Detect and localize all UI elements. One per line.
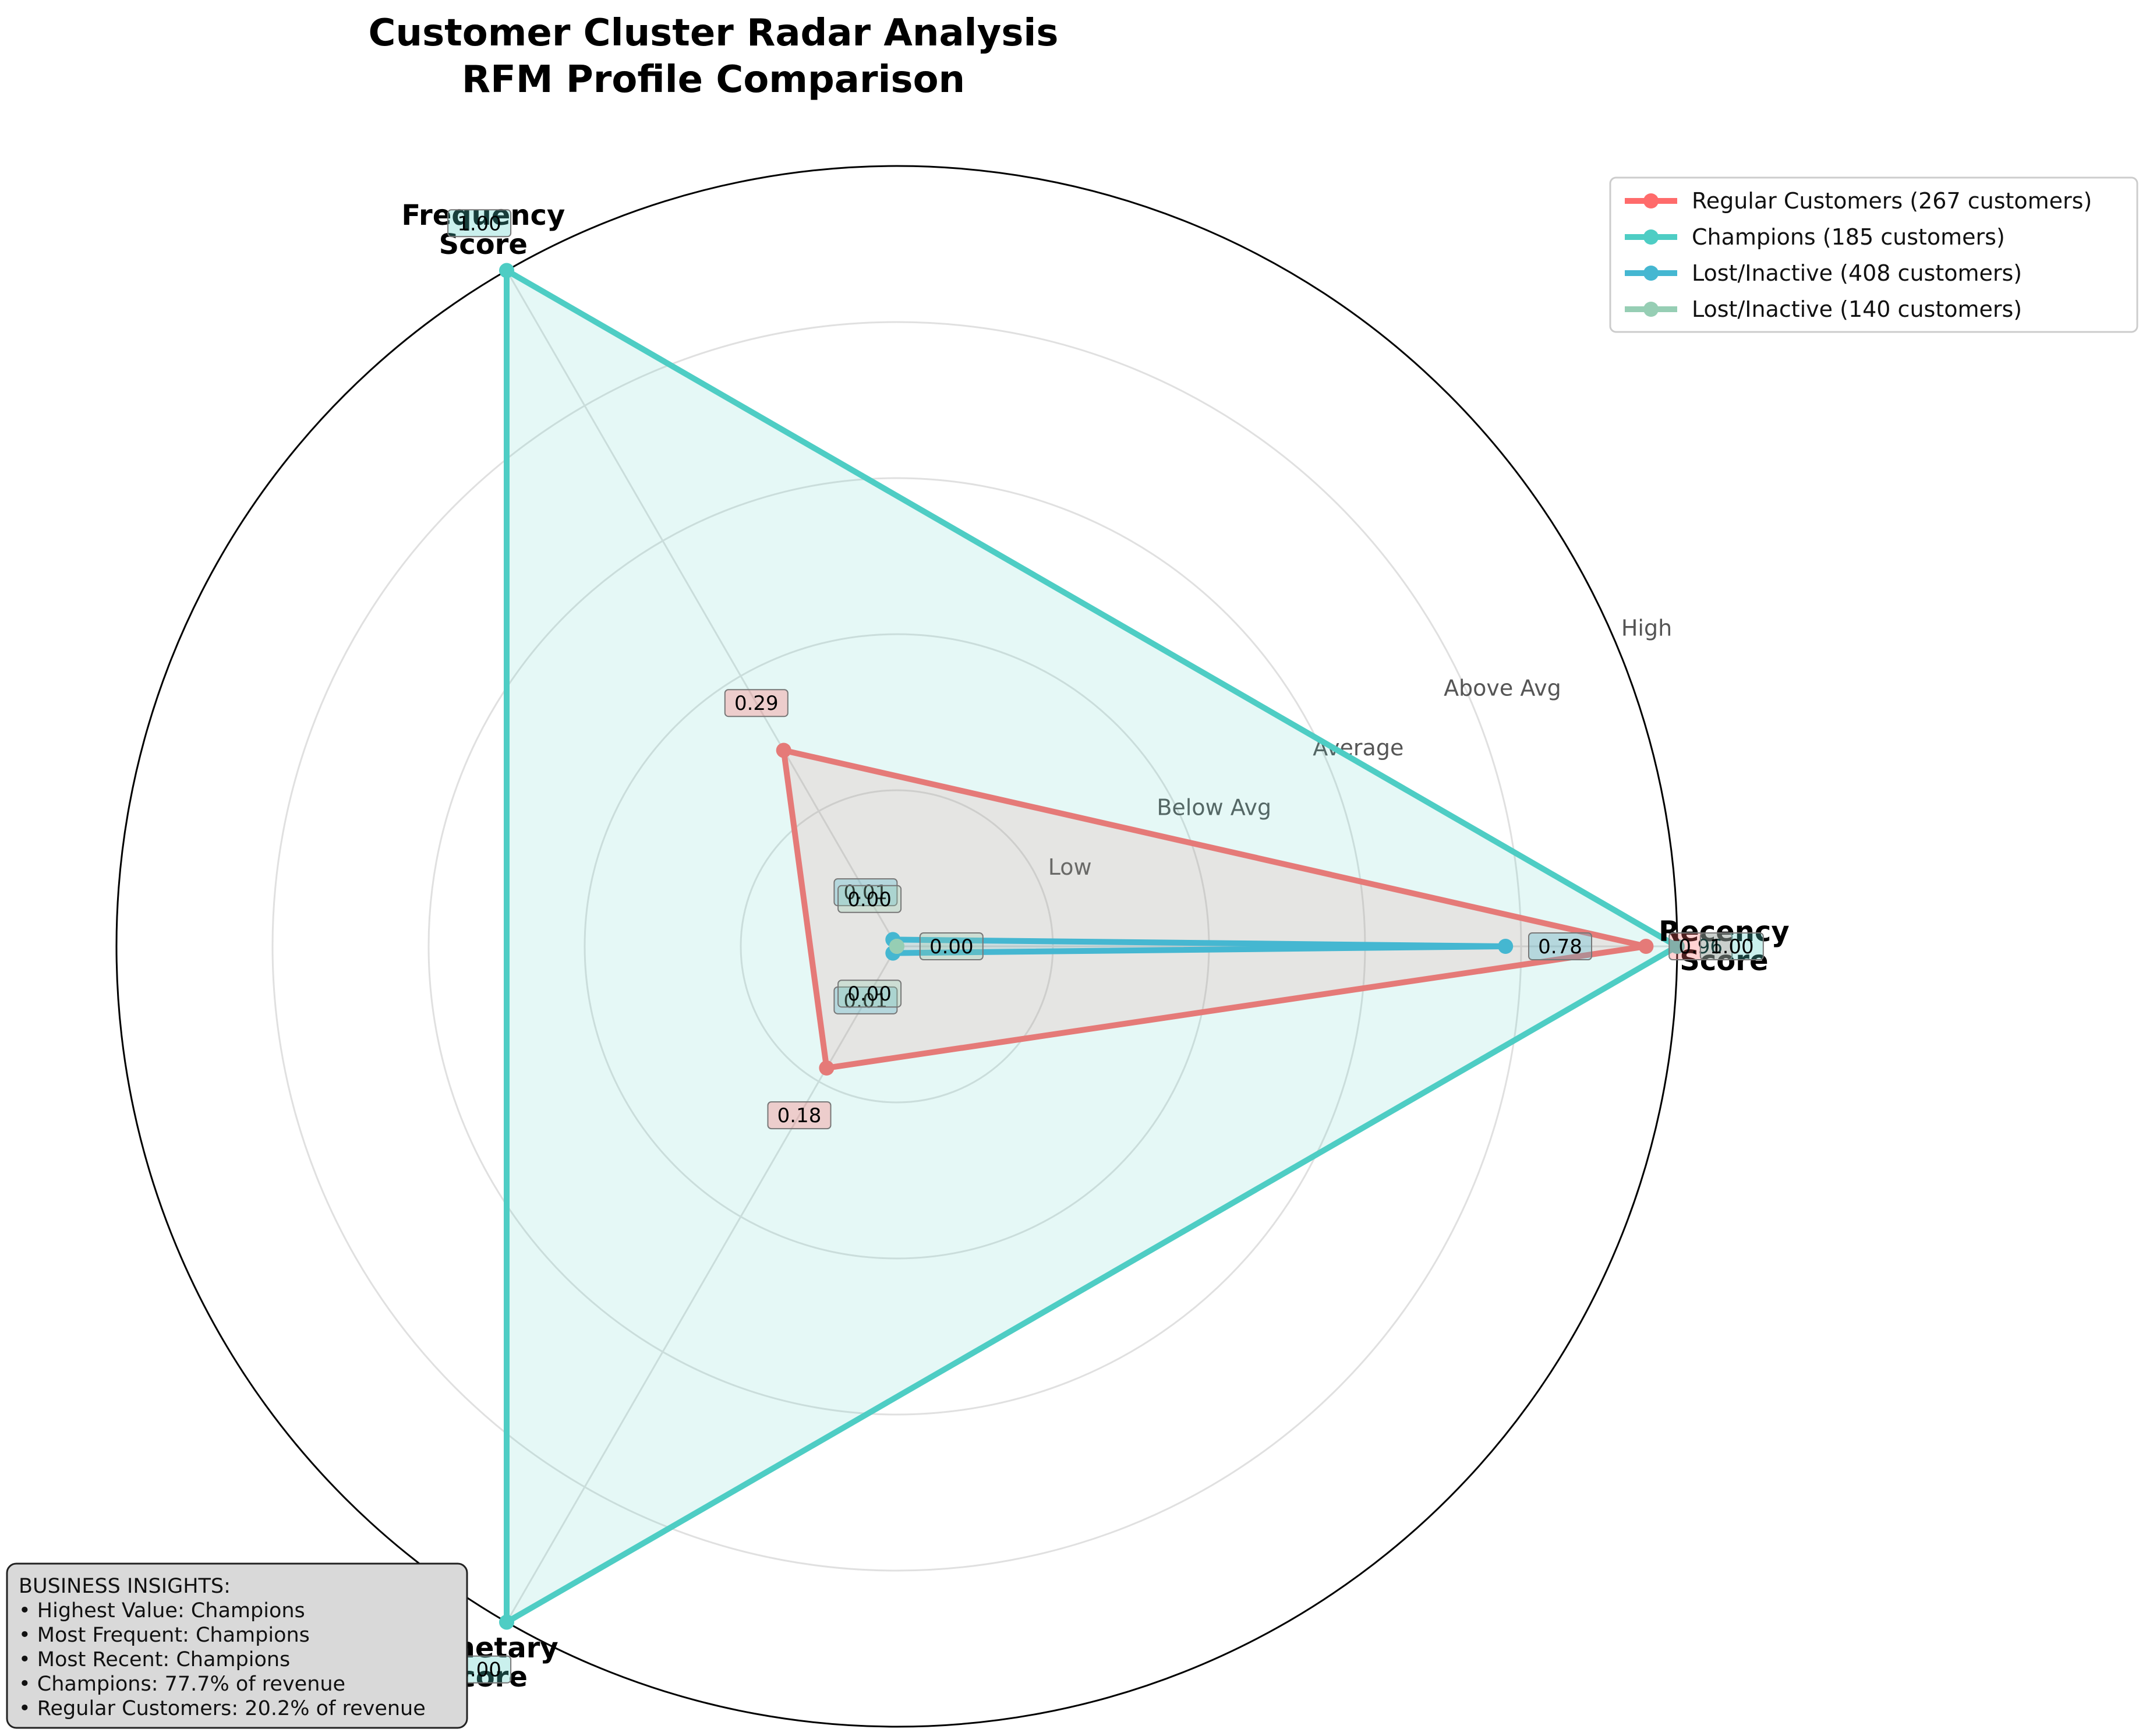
insight-line: • Most Recent: Champions [19,1648,290,1671]
value-label-box [724,689,789,717]
axis-label: Frequency Score [401,199,565,261]
value-label: 1.00 [447,209,512,238]
value-label: 0.29 [724,689,789,717]
value-label-box [1528,932,1592,960]
insights-frame [6,1562,468,1729]
chart-title: Customer Cluster Radar Analysis [369,12,1059,55]
value-label-text: 0.29 [734,692,779,715]
series-point [499,1614,514,1630]
series-point [1498,939,1514,954]
series-fill [783,750,1646,1068]
series-point [819,1060,835,1076]
series-point [499,263,514,278]
value-label-text: 0.78 [1538,935,1582,959]
value-label-text: 0.01 [844,989,888,1013]
value-label: 1.00 [1699,932,1764,960]
chart-subtitle: RFM Profile Comparison [462,58,965,101]
legend: Regular Customers (267 customers) Champio… [1609,176,2138,333]
legend-label: Lost/Inactive (140 customers) [1692,296,2022,322]
series-line [504,267,1680,1625]
grid-spoke [505,270,898,947]
value-labels: 0.960.290.181.001.001.000.780.010.010.00… [447,209,1764,1684]
value-label-text: 0.18 [777,1104,822,1127]
ring-label: High [1621,616,1672,641]
insight-line: • Champions: 77.7% of revenue [19,1673,345,1696]
legend-label: Champions (185 customers) [1692,224,2005,250]
series-point [1638,939,1654,954]
legend-frame [1609,176,2138,333]
value-label: 0.00 [919,932,984,960]
value-label: 0.78 [1528,932,1592,960]
series-point [776,743,791,758]
value-label-text: 0.00 [847,888,892,911]
legend-marker [1643,266,1659,281]
value-label-box [447,209,512,238]
value-label-text: 1.00 [1710,935,1754,959]
value-label-box [837,885,902,913]
legend-marker [1643,229,1659,245]
value-label-box [1699,932,1764,960]
value-label-box [767,1101,832,1130]
legend-marker [1643,193,1659,208]
value-label-text: 1.00 [457,212,501,235]
value-label-text: 0.00 [847,982,892,1006]
value-label-box [919,932,984,960]
insight-line: BUSINESS INSIGHTS: [19,1575,231,1598]
radar-series [499,263,1685,1630]
value-label-box [837,980,902,1008]
value-label: 0.00 [837,885,902,913]
legend-label: Regular Customers (267 customers) [1692,188,2092,214]
ring-label: Above Avg [1444,675,1561,701]
legend-marker [1643,302,1659,317]
legend-label: Lost/Inactive (408 customers) [1692,260,2022,286]
insights-box: BUSINESS INSIGHTS:• Highest Value: Champ… [6,1562,468,1729]
value-label-text: 0.00 [929,935,974,959]
axis-label: Recency Score [1659,915,1789,977]
series-point [1670,939,1685,954]
series-line [780,747,1649,1071]
grid-spoke [505,946,898,1623]
series-point [889,939,904,954]
insight-line: • Most Frequent: Champions [19,1624,310,1647]
series-fill [507,270,1677,1622]
ring-label: Below Avg [1157,794,1271,820]
value-label: 0.00 [837,980,902,1008]
insight-line: • Highest Value: Champions [19,1599,305,1622]
ring-label: Low [1048,854,1092,880]
value-label: 0.18 [767,1101,832,1130]
insight-line: • Regular Customers: 20.2% of revenue [19,1697,426,1720]
